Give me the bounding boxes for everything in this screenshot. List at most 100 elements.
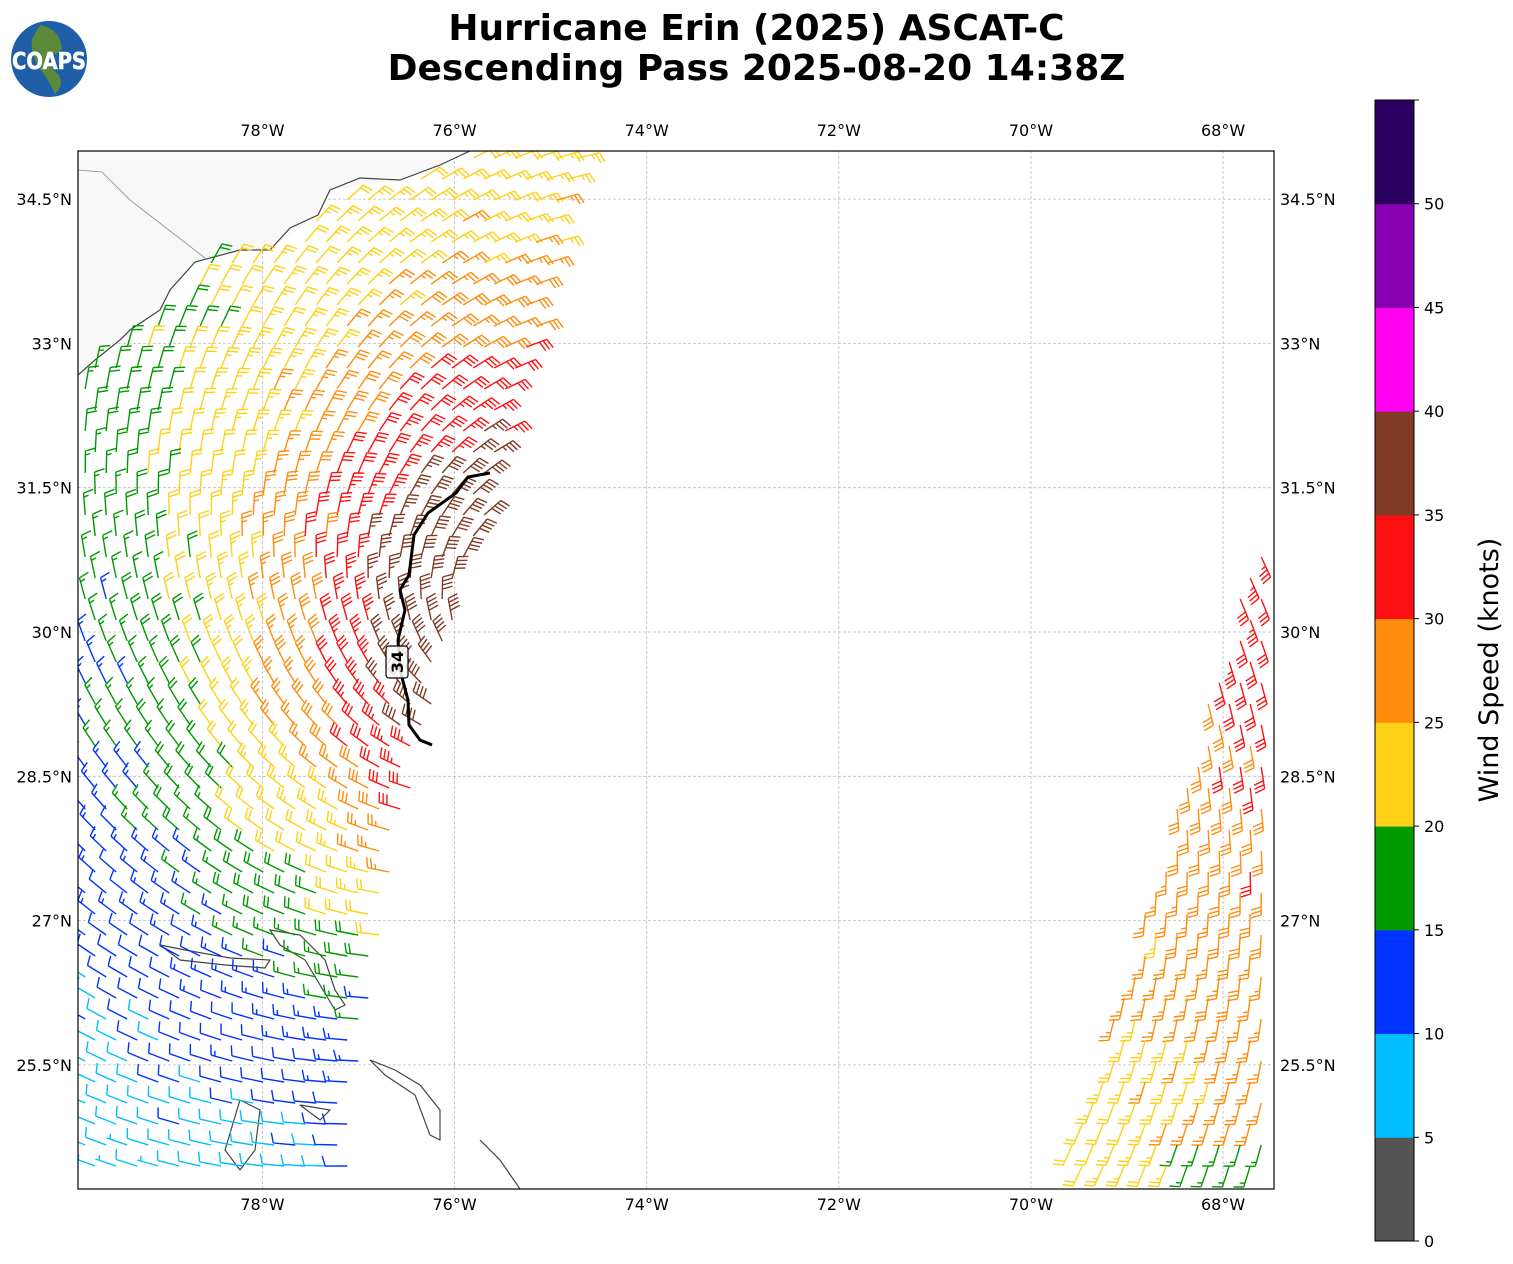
wind-barb [451,230,480,243]
lon-tick-label-top: 76°W [432,121,476,140]
wind-barb [125,488,137,516]
wind-barb [1167,850,1179,877]
wind-barb [441,250,470,264]
wind-barb [1224,1102,1241,1126]
wind-barb [291,677,306,705]
wind-barb [189,407,205,432]
wind-barb [97,890,117,915]
wind-barb [399,453,422,474]
wind-barb [1217,913,1230,940]
wind-barb [525,254,554,266]
wind-barb [315,204,341,222]
wind-barb [346,267,372,285]
wind-barb [430,312,458,327]
colorbar: 0 5 10 15 20 25 30 35 40 45 50 [1374,99,1444,1251]
wind-barb [178,1022,201,1041]
wind-barb [271,1089,296,1104]
wind-barb [220,264,243,285]
wind-barb [159,892,180,915]
wind-barb [462,334,491,348]
wind-barb [294,409,314,432]
wind-barb [1095,1144,1115,1167]
wind-barb [514,233,543,244]
wind-barb [290,571,303,600]
wind-barb [172,592,183,621]
wind-barb [78,928,86,936]
wind-barb [1184,976,1199,1002]
wind-barb [309,721,327,747]
wind-barb [388,513,406,537]
wind-barb [420,290,448,306]
wind-barb [273,490,287,516]
wind-barb [378,288,405,306]
wind-barb [148,1042,170,1062]
wind-barb [220,305,242,327]
wind-barb [99,571,110,600]
wind-barb [115,427,129,453]
34kt-wind-radius-contour [396,471,491,747]
title-line1: Hurricane Erin (2025) ASCAT-C [448,8,1065,49]
wind-barb [1140,1060,1157,1084]
wind-barbs [78,151,1272,1188]
wind-barb [137,1020,159,1041]
wind-barb [227,720,243,747]
wind-barb [252,959,275,978]
wind-barb [256,592,268,621]
wind-barb [483,252,512,264]
wind-barb [1126,1165,1146,1188]
wind-barb [264,808,285,831]
wind-barb [261,981,285,999]
colorbar-bin [1375,1137,1414,1242]
colorbar-tick-label: 30 [1424,610,1444,629]
wind-barb [252,490,265,516]
wind-barb [378,532,393,558]
colorbar-bin [1375,307,1414,412]
wind-barb [292,1004,317,1020]
wind-barb [209,1087,233,1104]
wind-barb [78,890,96,915]
wind-barb [397,572,410,600]
wind-barb [1173,997,1188,1022]
wind-barb [202,849,222,873]
wind-barb [304,897,327,915]
wind-barb [114,698,128,726]
wind-barb [1143,934,1157,960]
wind-barb [276,786,296,810]
wind-barb [159,935,180,957]
wind-barb [273,917,296,936]
wind-barb [273,327,296,348]
wind-barb [336,287,362,306]
wind-barb [116,655,128,684]
wind-barb [270,677,285,705]
wind-barb [110,826,128,852]
wind-barb [1226,1018,1241,1043]
wind-barb [93,468,105,495]
lon-tick-label-bottom: 74°W [625,1195,669,1214]
wind-barb [115,386,131,411]
wind-barb [251,1046,275,1062]
wind-barb [325,511,339,537]
wind-barb [168,1043,191,1062]
wind-barb [300,1155,327,1167]
wind-barb [409,352,436,369]
wind-barb [1248,976,1262,1002]
wind-barb [160,848,180,873]
wind-barb [1244,1144,1262,1167]
wind-barb [117,934,138,957]
wind-barb [493,273,522,287]
wind-barb [273,450,290,474]
colorbar-tick-label: 35 [1424,506,1444,525]
wind-barb [252,449,268,474]
wind-barb [1109,997,1125,1021]
wind-barb [78,971,86,978]
wind-barb [303,656,317,684]
wind-barb [252,367,272,390]
wind-barb [97,933,117,957]
lon-tick-label-bottom: 76°W [432,1195,476,1214]
wind-barb [238,551,250,579]
wind-barb [272,530,284,558]
wind-barb [262,306,285,327]
colorbar-bin [1375,826,1414,931]
wind-barb [190,957,212,978]
wind-barb [546,255,575,267]
